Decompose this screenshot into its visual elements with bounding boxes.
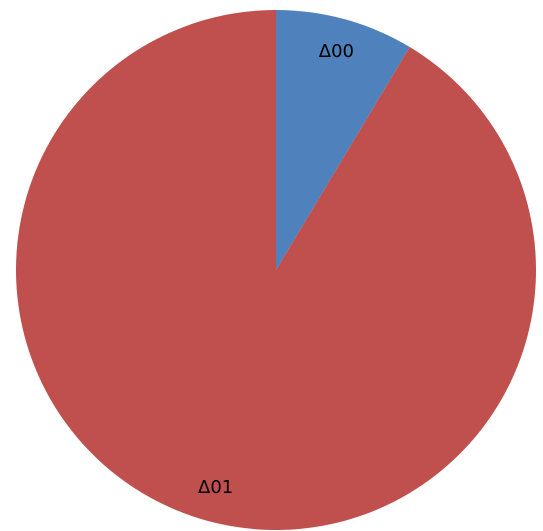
slice-label: Δ00	[319, 41, 354, 62]
slice-label: Δ01	[198, 477, 233, 498]
pie-slice	[276, 10, 410, 270]
pie-slice	[15, 10, 537, 530]
